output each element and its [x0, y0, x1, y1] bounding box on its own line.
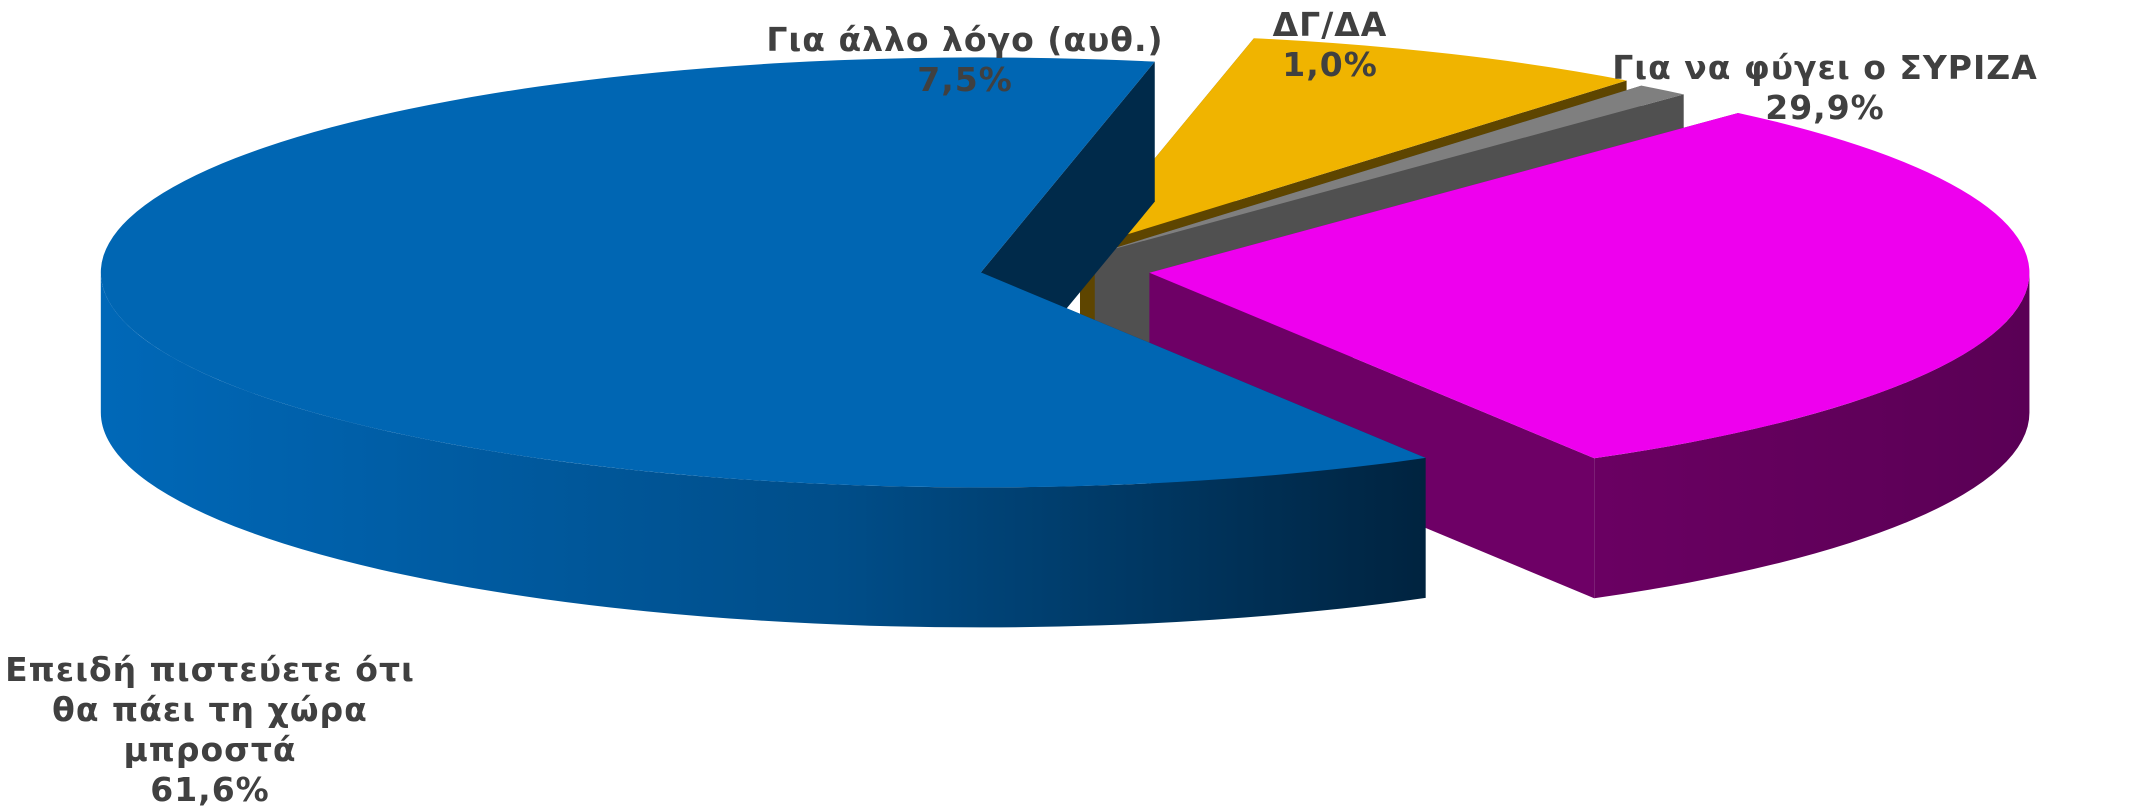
slice-move-forward	[100, 57, 1426, 628]
label-dk-na: ΔΓ/ΔΑ 1,0%	[1230, 5, 1430, 85]
slice-other-reason-top	[1079, 38, 1627, 249]
label-leave-syriza-value: 29,9%	[1765, 88, 1885, 127]
label-move-forward-line1: Επειδή πιστεύετε ότι	[5, 650, 415, 689]
label-leave-syriza: Για να φύγει ο ΣΥΡΙΖΑ 29,9%	[1560, 48, 2090, 128]
label-other-reason-value: 7,5%	[917, 60, 1013, 99]
label-other-reason: Για άλλο λόγο (αυθ.) 7,5%	[690, 20, 1240, 100]
label-other-reason-text: Για άλλο λόγο (αυθ.)	[766, 20, 1164, 59]
label-move-forward-line3: μπροστά	[123, 730, 297, 769]
slice-move-forward-top	[100, 57, 1426, 488]
label-dk-na-text: ΔΓ/ΔΑ	[1272, 5, 1388, 44]
slice-leave-syriza-rim	[1594, 272, 2030, 599]
label-move-forward-line2: θα πάει τη χώρα	[52, 690, 368, 729]
label-leave-syriza-text: Για να φύγει ο ΣΥΡΙΖΑ	[1612, 48, 2038, 87]
slice-leave-syriza-top	[1149, 112, 2030, 459]
slice-leave-syriza	[1149, 112, 2030, 599]
label-move-forward-value: 61,6%	[150, 770, 270, 809]
slice-leave-syriza-wall-1	[1149, 272, 1595, 599]
slice-dk-na-top	[1094, 85, 1684, 255]
label-move-forward: Επειδή πιστεύετε ότι θα πάει τη χώρα μπρ…	[0, 650, 420, 810]
label-dk-na-value: 1,0%	[1282, 45, 1378, 84]
slice-move-forward-rim	[100, 272, 1426, 628]
pie-slices	[100, 38, 2030, 628]
